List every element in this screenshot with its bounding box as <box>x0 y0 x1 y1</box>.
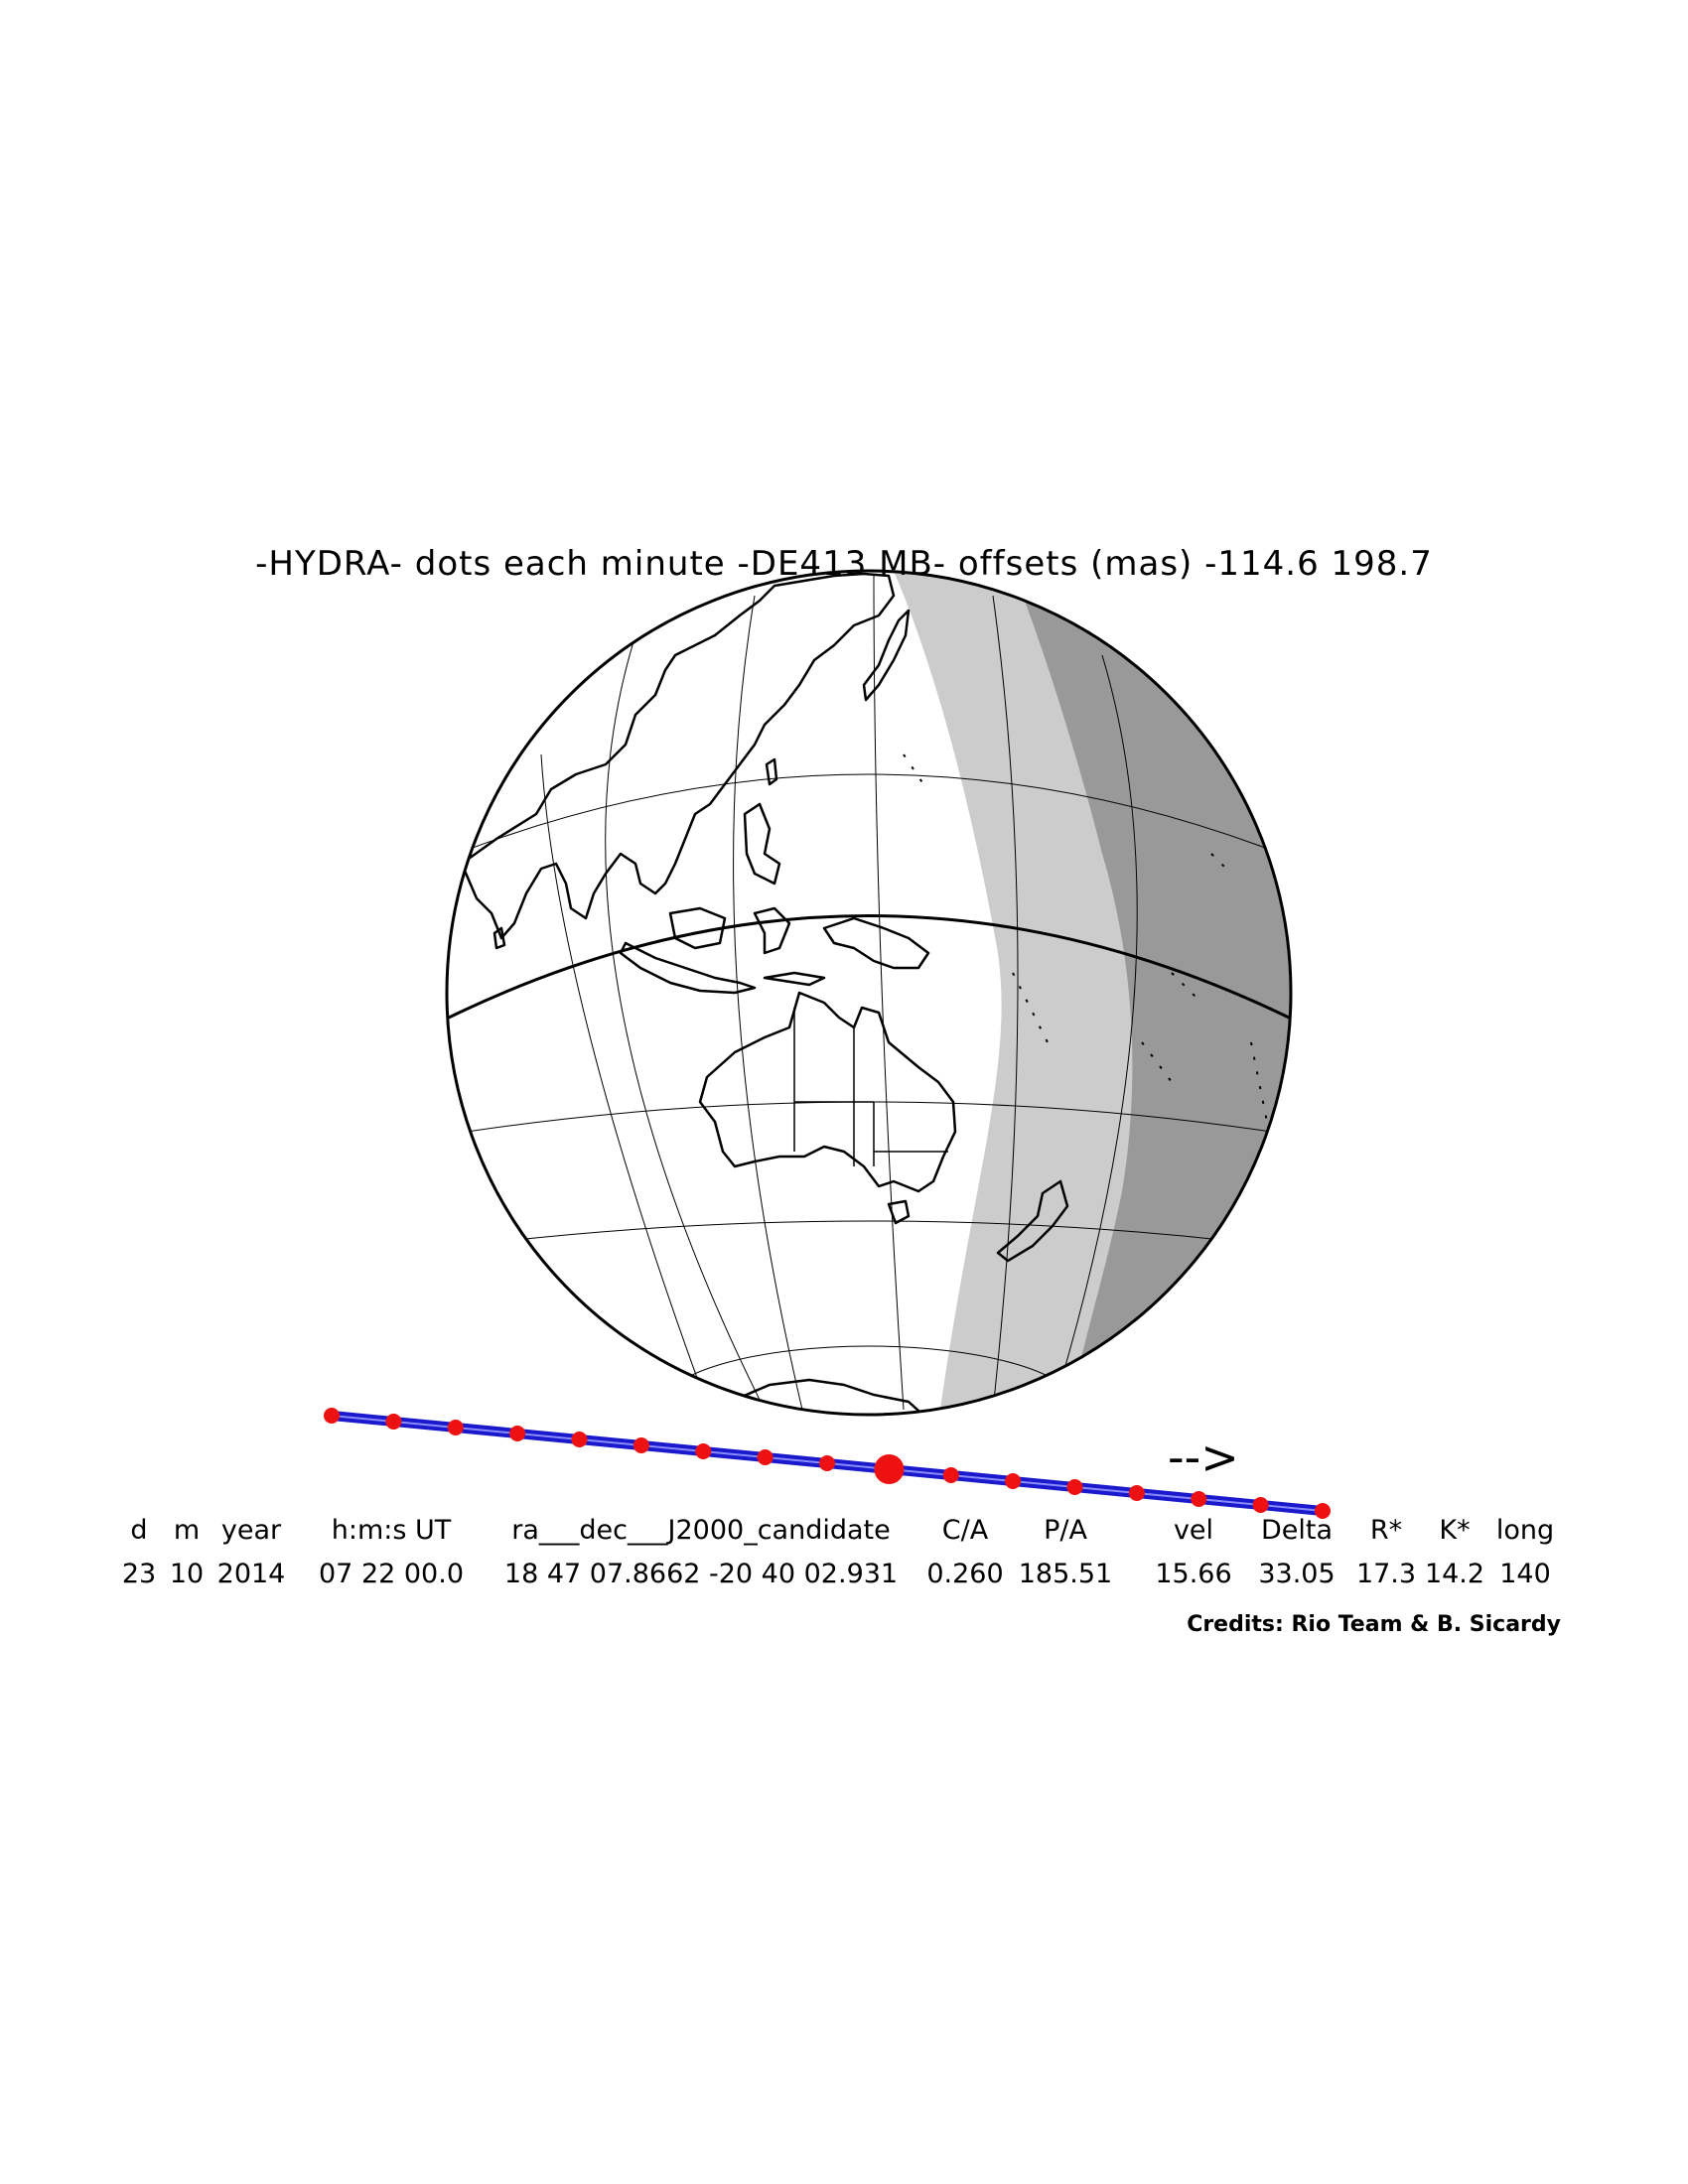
direction-arrow: --> <box>1168 1431 1239 1484</box>
minute-dot <box>1066 1479 1083 1495</box>
sri-lanka-outline <box>492 926 506 950</box>
minute-dot <box>942 1467 959 1483</box>
value-year: 2014 <box>216 1559 286 1589</box>
chart-title: -HYDRA- dots each minute -DE413 MB- offs… <box>255 544 1433 584</box>
globe <box>445 569 1293 1417</box>
value-time: 07 22 00.0 <box>319 1559 464 1589</box>
value-ca: 0.260 <box>926 1559 1004 1589</box>
header-r-star: R* <box>1369 1515 1403 1546</box>
header-year: year <box>220 1515 282 1546</box>
australia-outline <box>698 991 957 1193</box>
new-zealand-outline <box>996 1179 1069 1263</box>
antarctica-outline <box>705 1378 940 1415</box>
value-pa: 185.51 <box>1018 1559 1113 1589</box>
header-pa: P/A <box>1044 1515 1087 1546</box>
minute-dot <box>1191 1491 1207 1507</box>
tasmania-outline <box>887 1199 911 1225</box>
minute-dot <box>633 1437 649 1453</box>
value-m: 10 <box>169 1559 205 1589</box>
minute-dot <box>1005 1473 1022 1489</box>
equator-line <box>448 914 1290 1020</box>
credits-text: Credits: Rio Team & B. Sicardy <box>1187 1612 1561 1637</box>
header-ca: C/A <box>941 1515 989 1546</box>
philippines-outline <box>743 802 781 886</box>
minute-dot <box>571 1432 588 1447</box>
minute-dot <box>324 1408 340 1424</box>
value-coordinates: 18 47 07.8662 -20 40 02.931 <box>503 1559 899 1589</box>
value-vel: 15.66 <box>1155 1559 1232 1589</box>
value-delta: 33.05 <box>1258 1559 1336 1589</box>
minute-dot <box>447 1420 464 1435</box>
value-r-star: 17.3 <box>1355 1559 1417 1589</box>
header-time: h:m:s UT <box>331 1515 452 1546</box>
occultation-track <box>324 1408 1331 1519</box>
header-k-star: K* <box>1439 1515 1471 1546</box>
table-header-row: d m year h:m:s UT ra___dec___J2000_candi… <box>0 1515 1688 1555</box>
value-d: 23 <box>121 1559 157 1589</box>
minute-dot <box>509 1426 526 1441</box>
landmasses <box>460 572 1272 1415</box>
japan-outline <box>862 609 911 702</box>
minute-dot <box>695 1443 712 1459</box>
header-delta: Delta <box>1260 1515 1334 1546</box>
table-value-row: 23 10 2014 07 22 00.0 18 47 07.8662 -20 … <box>0 1559 1688 1598</box>
new-guinea-outline <box>822 916 930 970</box>
asia-outline <box>460 572 896 940</box>
minute-dot <box>757 1449 774 1465</box>
graticule <box>456 573 1282 1415</box>
header-coordinates: ra___dec___J2000_candidate <box>511 1515 891 1546</box>
minute-dot <box>819 1455 835 1471</box>
minute-dot <box>385 1414 402 1430</box>
minute-dot <box>1315 1503 1331 1519</box>
australia-state-borders <box>793 1008 948 1166</box>
value-k-star: 14.2 <box>1424 1559 1485 1589</box>
header-d: d <box>130 1515 148 1546</box>
minute-dot <box>1128 1485 1145 1501</box>
header-vel: vel <box>1173 1515 1214 1546</box>
central-instant-dot <box>874 1454 905 1484</box>
minute-dot <box>1252 1497 1269 1513</box>
header-long: long <box>1495 1515 1555 1546</box>
taiwan-outline <box>765 757 778 786</box>
header-m: m <box>173 1515 201 1546</box>
value-long: 140 <box>1499 1559 1551 1589</box>
indonesia-outline <box>619 906 826 995</box>
